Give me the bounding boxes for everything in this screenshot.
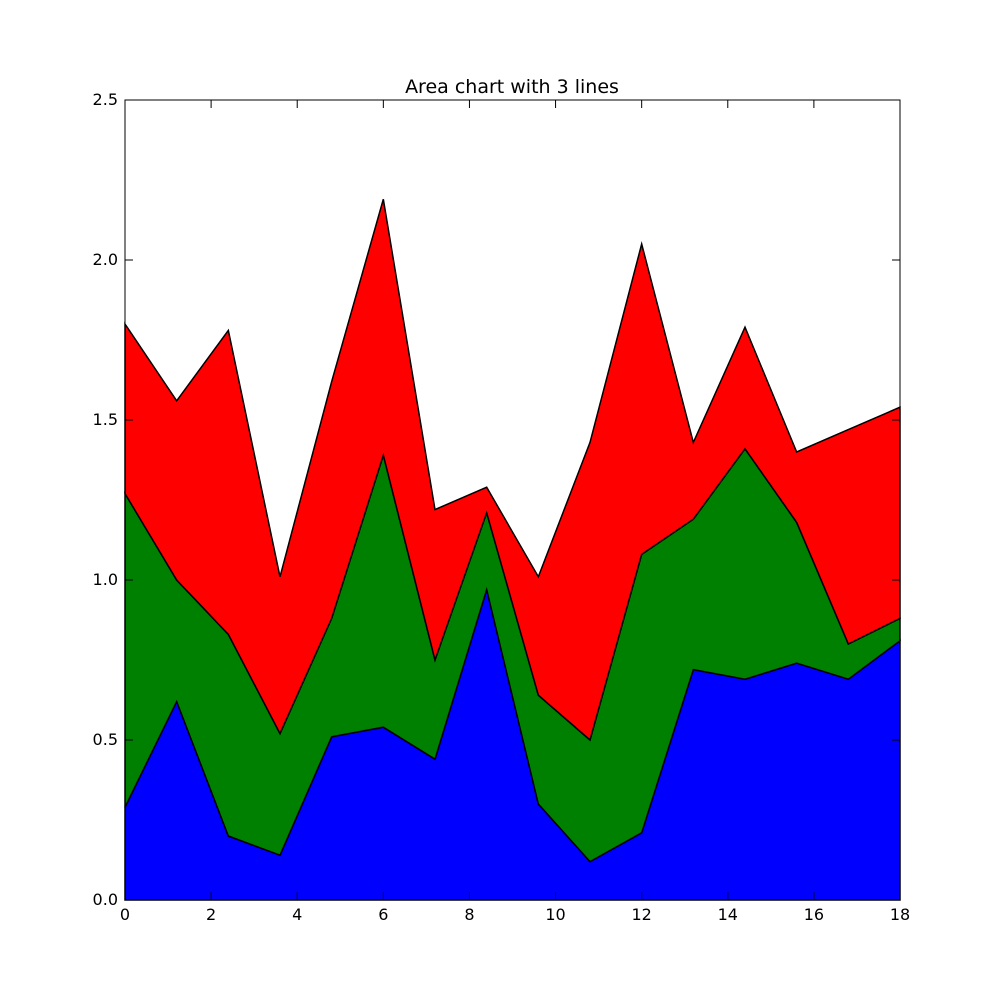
chart-title: Area chart with 3 lines (405, 76, 619, 98)
x-tick-label: 14 (718, 905, 738, 924)
plot-frame (124, 99, 901, 901)
x-tick-label: 6 (378, 905, 388, 924)
y-tick-label: 0.5 (93, 730, 118, 749)
x-tick-label: 16 (804, 905, 824, 924)
x-tick-label: 4 (292, 905, 302, 924)
y-tick-label: 0.0 (93, 890, 118, 909)
axis-ticks: 0 2 4 6 8 10 12 14 16 18 0.0 0.5 1.0 1.5 2.0 2.5 (93, 90, 911, 924)
x-tick-label: 12 (631, 905, 651, 924)
x-tick-label: 10 (545, 905, 565, 924)
x-tick-label: 2 (206, 905, 216, 924)
y-tick-label: 2.5 (93, 90, 118, 109)
y-tick-label: 1.0 (93, 570, 118, 589)
area-layers (124, 198, 901, 901)
x-tick-label: 0 (120, 905, 130, 924)
y-tick-label: 1.5 (93, 410, 118, 429)
y-tick-label: 2.0 (93, 250, 118, 269)
x-tick-label: 18 (890, 905, 910, 924)
x-tick-label: 8 (464, 905, 474, 924)
